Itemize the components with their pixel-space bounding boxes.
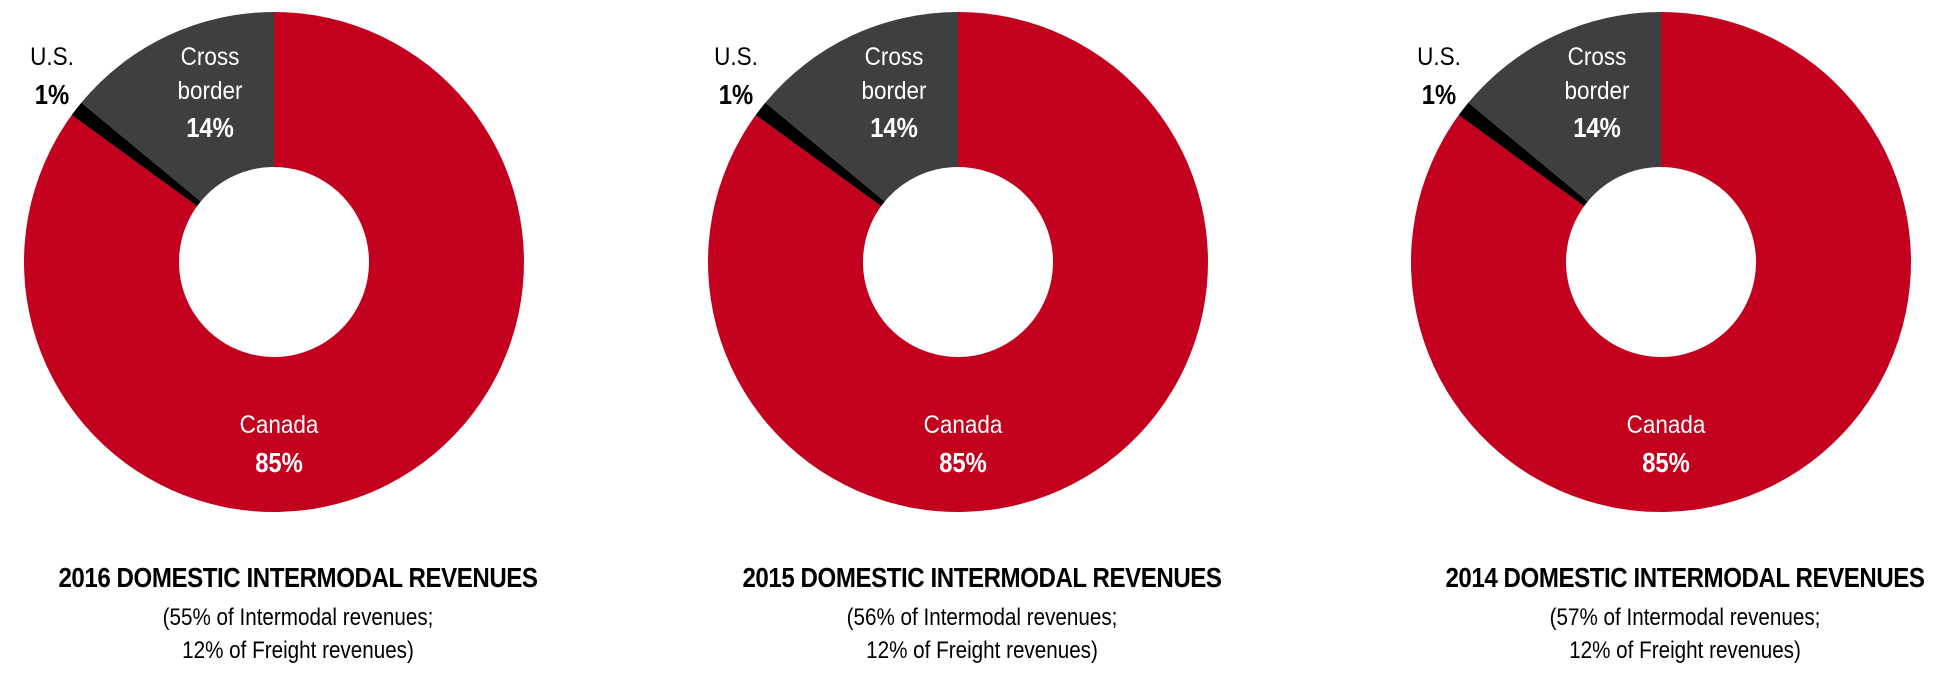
- slice-label-cross-border-line1: Cross: [1568, 43, 1627, 71]
- slice-cross-border: [765, 11, 958, 202]
- slice-label-cross-border-line2: border: [862, 77, 927, 105]
- slice-value-us: 1%: [35, 78, 69, 110]
- slice-label-us: U.S.: [714, 43, 758, 71]
- chart-panel-2014: Canada 85% Cross border 14% U.S. 1% 2014 DOMES…: [1385, 0, 1951, 676]
- slice-label-cross-border-line1: Cross: [865, 43, 924, 71]
- slice-canada: [23, 12, 524, 512]
- chart-subtitle-line2: 12% of Freight revenues): [1569, 637, 1801, 664]
- slice-value-us: 1%: [1422, 78, 1456, 110]
- chart-panel-2015: Canada 85% Cross border 14% U.S. 1% 2015 DOMES…: [682, 0, 1282, 676]
- chart-title: 2014 DOMESTIC INTERMODAL REVENUES: [1445, 562, 1925, 593]
- chart-title: 2015 DOMESTIC INTERMODAL REVENUES: [742, 562, 1222, 593]
- chart-title: 2016 DOMESTIC INTERMODAL REVENUES: [58, 562, 538, 593]
- slice-value-us: 1%: [719, 78, 753, 110]
- slice-u-s: [1458, 102, 1588, 207]
- slice-label-us: U.S.: [1417, 43, 1461, 71]
- chart-subtitle-line2: 12% of Freight revenues): [866, 637, 1098, 664]
- slice-value-canada: 85%: [939, 446, 987, 478]
- slice-label-canada: Canada: [240, 411, 319, 439]
- chart-subtitle-line1: (56% of Intermodal revenues;: [846, 604, 1118, 631]
- slice-label-us: U.S.: [30, 43, 74, 71]
- chart-subtitle-line2: 12% of Freight revenues): [182, 637, 414, 664]
- slice-canada: [1411, 12, 1911, 512]
- slice-label-cross-border-line1: Cross: [181, 43, 240, 71]
- slice-u-s: [71, 102, 201, 207]
- slice-canada: [707, 12, 1208, 512]
- donut-chart: Canada 85% Cross border 14% U.S. 1%: [23, 11, 524, 512]
- slice-cross-border: [81, 11, 274, 202]
- chart-subtitle-line1: (57% of Intermodal revenues;: [1549, 604, 1821, 631]
- slice-value-canada: 85%: [1642, 446, 1690, 478]
- slice-label-cross-border-line2: border: [178, 77, 243, 105]
- slice-u-s: [755, 102, 885, 207]
- slice-value-cross-border: 14%: [870, 111, 918, 143]
- slice-cross-border: [1468, 11, 1661, 202]
- chart-panel-2016: Canada 85% Cross border 14% U.S. 1% 2016 DOMES…: [0, 0, 598, 676]
- slice-label-canada: Canada: [924, 411, 1003, 439]
- slice-value-cross-border: 14%: [186, 111, 234, 143]
- slice-value-cross-border: 14%: [1573, 111, 1621, 143]
- slice-value-canada: 85%: [255, 446, 303, 478]
- slice-label-canada: Canada: [1627, 411, 1706, 439]
- slice-label-cross-border-line2: border: [1565, 77, 1630, 105]
- chart-subtitle-line1: (55% of Intermodal revenues;: [162, 604, 434, 631]
- donut-chart: Canada 85% Cross border 14% U.S. 1%: [707, 11, 1208, 512]
- donut-chart: Canada 85% Cross border 14% U.S. 1%: [1411, 11, 1911, 512]
